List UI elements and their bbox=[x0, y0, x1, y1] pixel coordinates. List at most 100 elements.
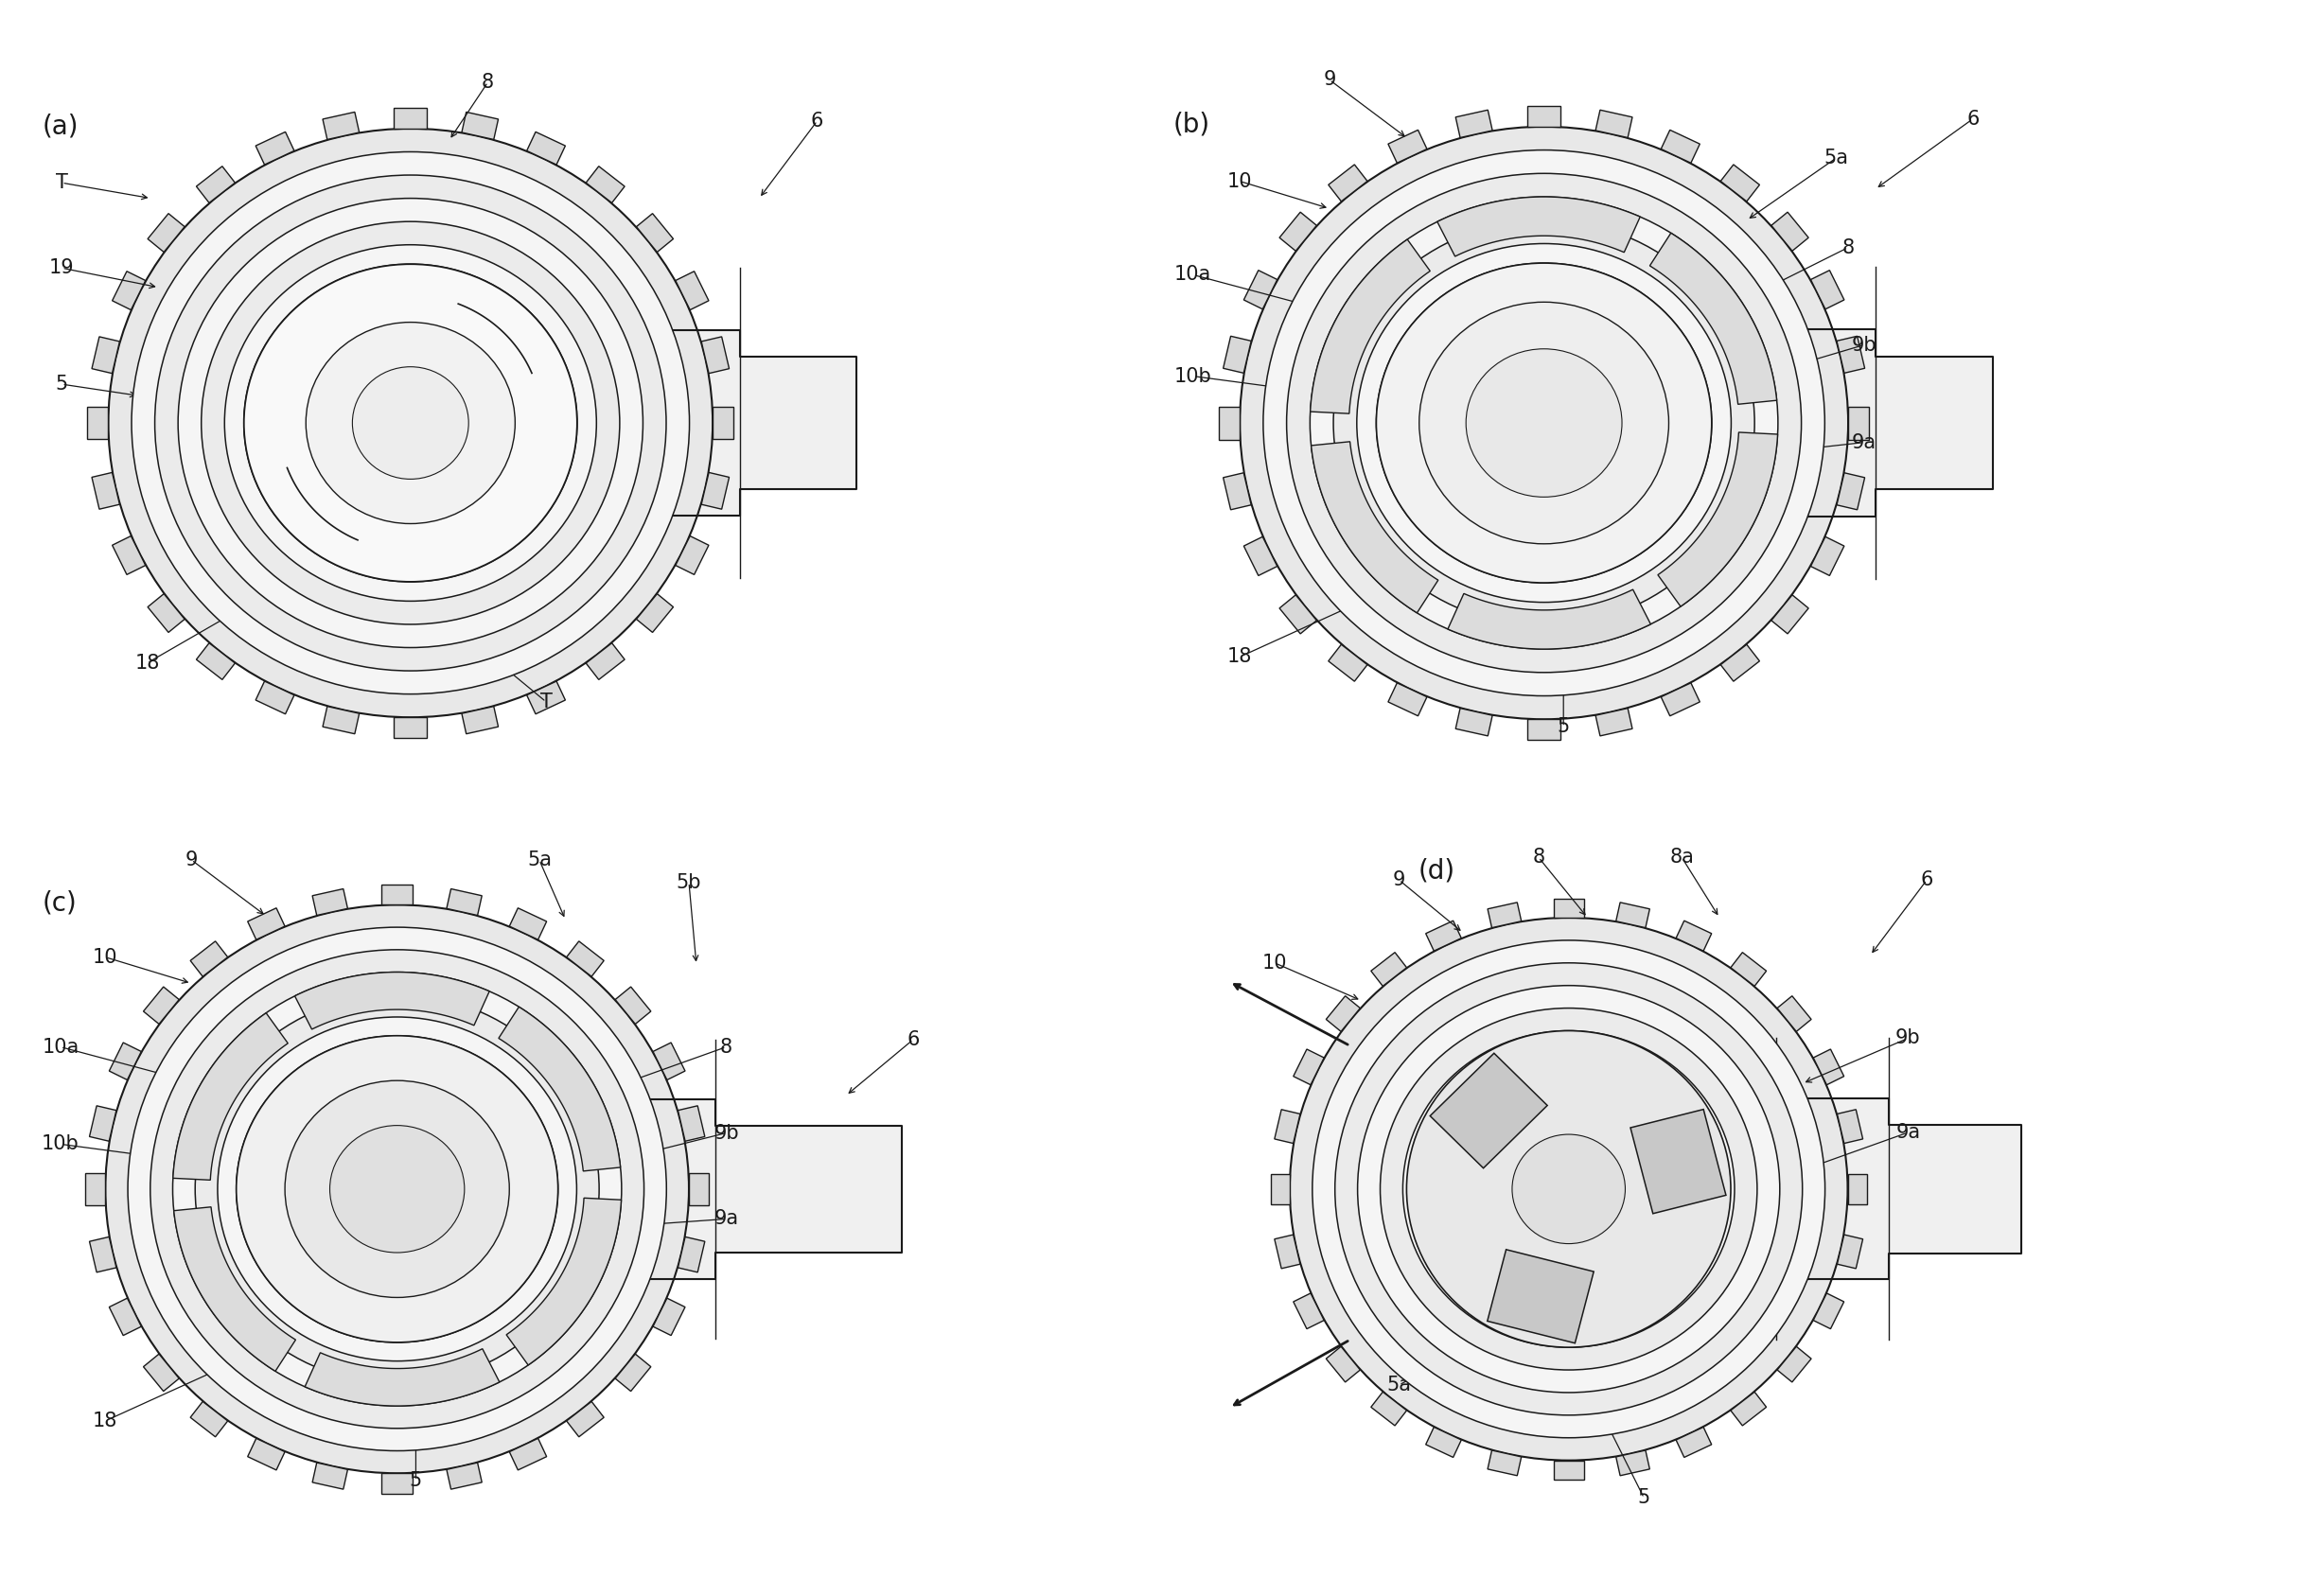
Ellipse shape bbox=[1334, 220, 1754, 626]
Polygon shape bbox=[1223, 337, 1251, 373]
Text: T: T bbox=[540, 693, 552, 712]
Polygon shape bbox=[1269, 1175, 1290, 1203]
Polygon shape bbox=[653, 1042, 685, 1080]
Text: 5a: 5a bbox=[526, 851, 552, 870]
Polygon shape bbox=[1447, 589, 1650, 650]
Polygon shape bbox=[189, 942, 228, 977]
Polygon shape bbox=[1837, 337, 1865, 373]
Polygon shape bbox=[247, 1438, 284, 1470]
Polygon shape bbox=[1219, 407, 1239, 439]
Polygon shape bbox=[713, 407, 734, 439]
Ellipse shape bbox=[1466, 350, 1623, 496]
Ellipse shape bbox=[1286, 174, 1800, 672]
Polygon shape bbox=[1292, 1049, 1325, 1085]
Text: 18: 18 bbox=[134, 654, 159, 672]
Polygon shape bbox=[1770, 212, 1809, 251]
Text: 6: 6 bbox=[907, 1029, 919, 1049]
Polygon shape bbox=[1371, 1392, 1406, 1425]
Ellipse shape bbox=[245, 265, 577, 581]
Polygon shape bbox=[676, 536, 709, 575]
Polygon shape bbox=[1387, 683, 1426, 717]
Ellipse shape bbox=[1380, 1009, 1756, 1369]
Polygon shape bbox=[499, 1007, 621, 1171]
Polygon shape bbox=[1486, 1250, 1595, 1344]
Ellipse shape bbox=[1313, 940, 1826, 1438]
Text: 9: 9 bbox=[1392, 870, 1406, 889]
Polygon shape bbox=[445, 889, 482, 916]
Polygon shape bbox=[247, 908, 284, 940]
Text: 10: 10 bbox=[92, 948, 118, 967]
Polygon shape bbox=[395, 717, 427, 739]
Polygon shape bbox=[1812, 536, 1844, 576]
Ellipse shape bbox=[196, 994, 600, 1384]
Polygon shape bbox=[305, 1349, 499, 1406]
Polygon shape bbox=[702, 337, 729, 373]
Polygon shape bbox=[1553, 1460, 1583, 1479]
Polygon shape bbox=[1657, 433, 1777, 606]
Ellipse shape bbox=[330, 1125, 464, 1253]
Polygon shape bbox=[1426, 1427, 1461, 1457]
Ellipse shape bbox=[1290, 918, 1849, 1460]
Text: 5a: 5a bbox=[1329, 1135, 1355, 1154]
Polygon shape bbox=[256, 681, 293, 713]
Polygon shape bbox=[1719, 1039, 2022, 1339]
Polygon shape bbox=[1327, 996, 1359, 1031]
Polygon shape bbox=[1662, 129, 1699, 163]
Ellipse shape bbox=[1334, 962, 1803, 1416]
Polygon shape bbox=[526, 132, 565, 164]
Polygon shape bbox=[1837, 1235, 1863, 1269]
Polygon shape bbox=[395, 107, 427, 129]
Polygon shape bbox=[173, 1013, 288, 1179]
Polygon shape bbox=[88, 407, 108, 439]
Polygon shape bbox=[1223, 472, 1251, 509]
Text: 5: 5 bbox=[1558, 718, 1569, 736]
Text: (c): (c) bbox=[42, 891, 76, 916]
Ellipse shape bbox=[245, 265, 577, 581]
Ellipse shape bbox=[1262, 150, 1826, 696]
Text: 6: 6 bbox=[1966, 110, 1980, 128]
Ellipse shape bbox=[178, 198, 644, 648]
Ellipse shape bbox=[217, 1017, 577, 1361]
Polygon shape bbox=[85, 1173, 106, 1205]
Ellipse shape bbox=[353, 367, 469, 479]
Text: T: T bbox=[55, 174, 67, 192]
Ellipse shape bbox=[173, 972, 621, 1406]
Text: 5b: 5b bbox=[676, 873, 702, 892]
Text: (b): (b) bbox=[1172, 112, 1209, 137]
Polygon shape bbox=[1387, 129, 1426, 163]
Text: 9b: 9b bbox=[1851, 335, 1876, 354]
Text: 5a: 5a bbox=[1387, 1376, 1410, 1395]
Polygon shape bbox=[1279, 595, 1316, 634]
Polygon shape bbox=[1274, 1235, 1299, 1269]
Polygon shape bbox=[505, 1199, 621, 1365]
Text: 8: 8 bbox=[482, 73, 494, 91]
Polygon shape bbox=[1814, 1049, 1844, 1085]
Polygon shape bbox=[547, 1039, 902, 1339]
Polygon shape bbox=[565, 942, 605, 977]
Polygon shape bbox=[1327, 1347, 1359, 1382]
Polygon shape bbox=[323, 707, 360, 734]
Polygon shape bbox=[1676, 921, 1713, 951]
Polygon shape bbox=[1777, 996, 1812, 1031]
Polygon shape bbox=[1701, 267, 1992, 579]
Text: (a): (a) bbox=[42, 113, 78, 139]
Polygon shape bbox=[565, 268, 856, 578]
Polygon shape bbox=[1676, 1427, 1713, 1457]
Ellipse shape bbox=[1357, 244, 1731, 602]
Ellipse shape bbox=[1357, 985, 1779, 1393]
Polygon shape bbox=[565, 1401, 605, 1436]
Text: 8b: 8b bbox=[1650, 1135, 1676, 1154]
Ellipse shape bbox=[108, 129, 713, 717]
Text: 10b: 10b bbox=[42, 1135, 78, 1154]
Ellipse shape bbox=[1239, 126, 1849, 720]
Polygon shape bbox=[637, 214, 674, 252]
Polygon shape bbox=[1244, 270, 1276, 310]
Text: 8: 8 bbox=[1842, 238, 1853, 257]
Polygon shape bbox=[1650, 233, 1777, 404]
Polygon shape bbox=[1311, 239, 1431, 413]
Polygon shape bbox=[148, 594, 185, 632]
Ellipse shape bbox=[224, 244, 595, 602]
Polygon shape bbox=[586, 166, 625, 203]
Text: 19: 19 bbox=[48, 259, 74, 278]
Text: 18: 18 bbox=[92, 1411, 118, 1430]
